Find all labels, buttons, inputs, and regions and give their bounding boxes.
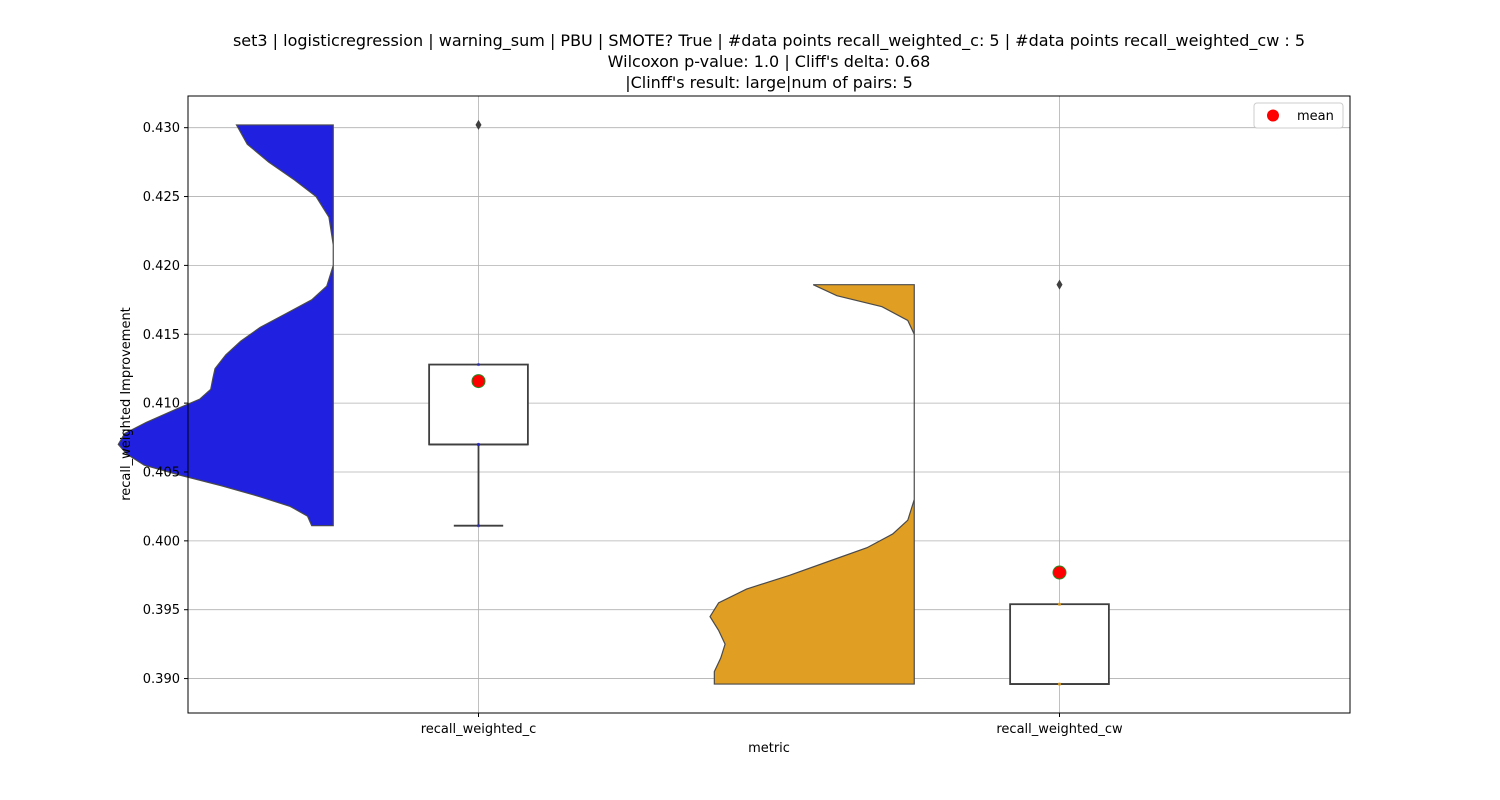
y-tick-label: 0.390 xyxy=(143,672,180,687)
title-line-2: Wilcoxon p-value: 1.0 | Cliff's delta: 0… xyxy=(608,52,931,71)
data-point xyxy=(476,524,481,528)
violins xyxy=(117,124,915,685)
outlier-marker xyxy=(1056,279,1063,290)
y-tick-label: 0.410 xyxy=(143,397,180,412)
violin-recall_weighted_c xyxy=(117,124,334,527)
y-tick-label: 0.430 xyxy=(143,121,180,136)
legend-mean-marker xyxy=(1267,109,1279,122)
legend-mean-label: mean xyxy=(1297,109,1334,124)
outlier-marker xyxy=(475,119,482,130)
data-point xyxy=(476,362,481,367)
mean-markers xyxy=(471,374,1067,580)
y-axis-ticks: 0.390 0.395 0.400 0.405 0.410 0.415 0.420 0.425… xyxy=(143,121,188,687)
violin-recall_weighted_cw xyxy=(709,284,915,685)
plot-frame xyxy=(187,95,1351,714)
legend: mean xyxy=(1253,102,1344,129)
x-tick-label: recall_weighted_c xyxy=(421,722,537,737)
legend-box xyxy=(1253,102,1344,129)
x-axis-label: metric xyxy=(748,741,790,756)
y-axis-label: recall_weighted Improvement xyxy=(119,307,134,501)
y-tick-label: 0.400 xyxy=(143,534,180,549)
chart-title: set3 | logisticregression | warning_sum … xyxy=(233,31,1305,92)
y-tick-label: 0.415 xyxy=(143,328,180,343)
data-point xyxy=(1057,602,1062,606)
title-line-1: set3 | logisticregression | warning_sum … xyxy=(233,31,1305,51)
y-tick-label: 0.395 xyxy=(143,603,180,618)
x-axis-ticks: recall_weighted_c recall_weighted_cw xyxy=(421,713,1123,737)
y-tick-label: 0.425 xyxy=(143,190,180,205)
data-point xyxy=(1057,682,1062,686)
title-line-3: |Clinff's result: large|num of pairs: 5 xyxy=(625,73,913,92)
mean-marker xyxy=(471,374,486,389)
box-recall_weighted_cw xyxy=(1009,603,1110,685)
y-tick-label: 0.405 xyxy=(143,465,180,480)
mean-marker xyxy=(1052,565,1067,580)
x-tick-label: recall_weighted_cw xyxy=(996,722,1123,737)
y-tick-label: 0.420 xyxy=(143,259,180,274)
data-point xyxy=(476,442,481,447)
